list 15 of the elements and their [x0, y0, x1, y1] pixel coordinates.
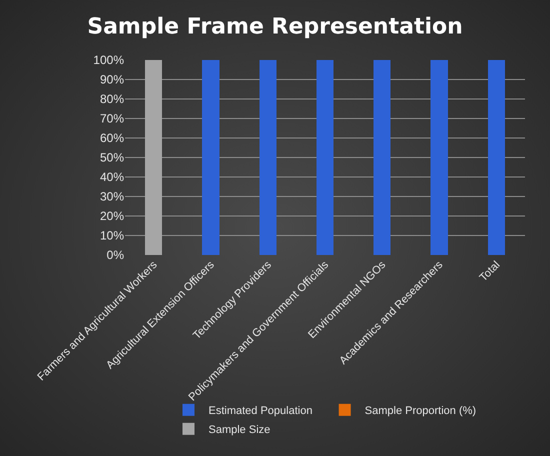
legend-label: Sample Size	[208, 424, 270, 436]
y-tick-label: 70%	[100, 112, 124, 126]
chart-title: Sample Frame Representation	[87, 14, 463, 40]
y-tick-label: 100%	[93, 53, 124, 68]
y-tick-label: 80%	[100, 92, 124, 106]
y-tick-label: 0%	[106, 248, 124, 262]
y-tick-label: 20%	[100, 209, 124, 224]
y-tick-label: 90%	[100, 72, 124, 87]
y-tick-label: 60%	[100, 131, 124, 146]
y-tick-label: 10%	[100, 228, 124, 243]
legend-label: Sample Proportion (%)	[364, 405, 476, 418]
legend-label: Estimated Population	[208, 405, 312, 418]
y-tick-label: 50%	[100, 150, 124, 165]
y-tick-label: 40%	[100, 170, 124, 184]
y-tick-label: 30%	[100, 190, 124, 204]
